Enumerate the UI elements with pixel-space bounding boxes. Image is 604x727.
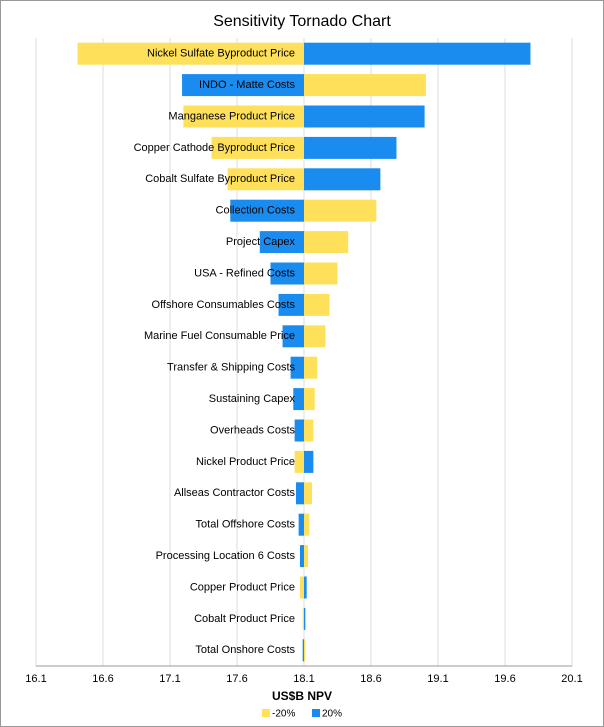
category-label: Cobalt Product Price: [194, 613, 295, 625]
category-label: Total Offshore Costs: [196, 519, 296, 531]
x-tick-label: 19.1: [427, 673, 448, 685]
category-label: Cobalt Sulfate Byproduct Price: [145, 173, 295, 185]
legend-label: 20%: [322, 709, 342, 720]
bar: [295, 482, 304, 505]
bar: [299, 545, 304, 568]
x-tick-label: 16.1: [25, 673, 46, 685]
bar: [299, 576, 304, 599]
category-label: Sustaining Capex: [209, 393, 296, 405]
bar: [298, 513, 304, 536]
x-tick-label: 19.6: [494, 673, 515, 685]
bar: [290, 356, 304, 379]
x-tick-label: 16.6: [92, 673, 113, 685]
bar: [304, 105, 425, 128]
bar: [304, 639, 306, 662]
category-label: Manganese Product Price: [168, 110, 295, 122]
bar: [227, 168, 304, 191]
x-tick-label: 20.1: [561, 673, 582, 685]
x-tick-label: 18.6: [360, 673, 381, 685]
bar: [294, 450, 304, 473]
bar: [302, 607, 304, 630]
category-label: Total Onshore Costs: [195, 644, 295, 656]
bar: [293, 388, 304, 411]
category-label: Marine Fuel Consumable Price: [144, 330, 295, 342]
bar: [183, 105, 304, 128]
bar: [304, 450, 314, 473]
bar: [304, 545, 309, 568]
category-label: Overheads Costs: [210, 424, 295, 436]
bar: [304, 576, 307, 599]
category-label: Copper Cathode Byproduct Price: [134, 142, 295, 154]
category-label: Project Capex: [226, 236, 296, 248]
bar: [304, 513, 310, 536]
bar: [294, 419, 304, 442]
bar: [304, 231, 349, 254]
category-label: USA - Refined Costs: [194, 267, 295, 279]
bar: [182, 74, 304, 97]
bar: [259, 231, 304, 254]
bar: [278, 293, 304, 316]
legend-label: -20%: [272, 709, 295, 720]
bar: [304, 388, 315, 411]
bar: [270, 262, 304, 285]
category-label: Copper Product Price: [190, 581, 295, 593]
x-tick-label: 18.1: [293, 673, 314, 685]
bar: [304, 168, 381, 191]
bar: [77, 42, 304, 65]
x-tick-label: 17.1: [159, 673, 180, 685]
category-label: INDO - Matte Costs: [199, 79, 295, 91]
legend-swatch: [312, 709, 320, 717]
category-label: Processing Location 6 Costs: [156, 550, 296, 562]
bar: [304, 74, 426, 97]
bar: [282, 325, 304, 348]
category-label: Transfer & Shipping Costs: [167, 362, 295, 374]
category-label: Collection Costs: [216, 205, 296, 217]
bar: [304, 42, 531, 65]
bar: [302, 639, 304, 662]
x-tick-label: 17.6: [226, 673, 247, 685]
category-label: Allseas Contractor Costs: [174, 487, 296, 499]
category-label: Offshore Consumables Costs: [152, 299, 296, 311]
bar: [304, 293, 330, 316]
bar: [211, 136, 304, 159]
bar: [304, 199, 377, 222]
bar: [304, 356, 318, 379]
x-axis-label: US$B NPV: [272, 689, 332, 703]
bar: [304, 482, 313, 505]
legend-swatch: [262, 709, 270, 717]
category-label: Nickel Sulfate Byproduct Price: [147, 48, 295, 60]
bar: [304, 607, 306, 630]
bar: [230, 199, 304, 222]
bar: [304, 325, 326, 348]
category-label: Nickel Product Price: [196, 456, 295, 468]
bar: [304, 136, 397, 159]
bar: [304, 419, 314, 442]
chart-title: Sensitivity Tornado Chart: [213, 13, 391, 30]
bar: [304, 262, 338, 285]
